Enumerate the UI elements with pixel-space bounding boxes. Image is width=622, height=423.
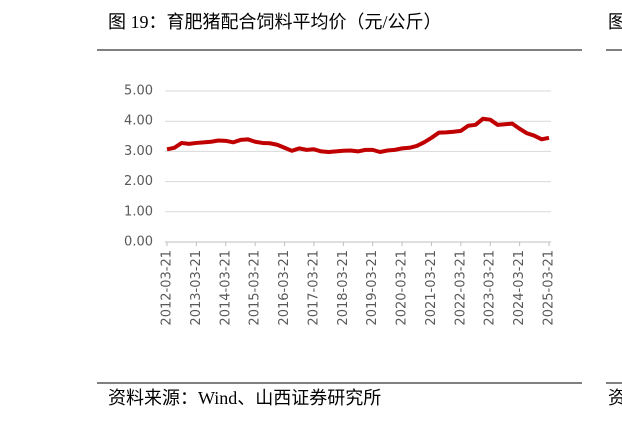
y-tick-label: 3.00	[124, 144, 153, 159]
side-source: 资	[608, 388, 622, 408]
x-tick-label: 2019-03-21	[365, 250, 380, 326]
y-tick-label: 0.00	[124, 235, 153, 250]
x-tick-label: 2021-03-21	[424, 250, 439, 326]
x-tick-label: 2020-03-21	[395, 250, 410, 326]
y-tick-label: 2.00	[124, 174, 153, 189]
x-tick-label: 2015-03-21	[248, 250, 263, 326]
side-title: 图	[608, 12, 622, 32]
y-tick-label: 1.00	[124, 204, 153, 219]
x-tick-label: 2017-03-21	[306, 250, 321, 326]
y-tick-label: 5.00	[124, 84, 153, 99]
y-tick-label: 4.00	[124, 114, 153, 129]
x-tick-label: 2012-03-21	[160, 250, 175, 326]
x-tick-label: 2024-03-21	[512, 250, 527, 326]
x-tick-label: 2023-03-21	[483, 250, 498, 326]
figure-title: 图 19：育肥猪配合饲料平均价（元/公斤）	[108, 12, 442, 32]
x-tick-label: 2025-03-21	[542, 250, 557, 326]
source-note: 资料来源：Wind、山西证券研究所	[108, 388, 381, 408]
chart: 0.00 1.00 2.00 3.00 4.00 5.00 2012-03-21 2013-0…	[124, 84, 556, 326]
x-tick-label: 2022-03-21	[453, 250, 468, 326]
x-tick-label: 2016-03-21	[277, 250, 292, 326]
x-tick-label: 2014-03-21	[218, 250, 233, 326]
x-tick-label: 2013-03-21	[189, 250, 204, 326]
data-line	[166, 116, 550, 154]
x-tick-label: 2018-03-21	[336, 250, 351, 326]
